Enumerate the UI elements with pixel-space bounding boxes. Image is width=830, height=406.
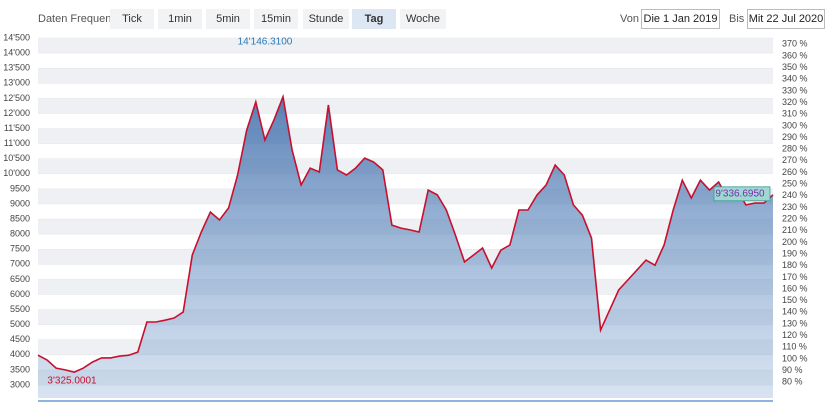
y-tick-label: 13'500 xyxy=(3,63,30,73)
y2-tick-label: 160 % xyxy=(782,283,808,293)
grid-band xyxy=(38,68,773,84)
y-tick-label: 4500 xyxy=(10,334,30,344)
y-tick-label: 9000 xyxy=(10,198,30,208)
toolbar: Daten Frequenz Tick 1min 5min 15min Stunde Ta… xyxy=(0,0,830,32)
line xyxy=(37,93,774,373)
frequency-button[interactable]: Tick xyxy=(110,9,154,29)
y2-tick-label: 170 % xyxy=(782,272,808,282)
y2-tick-label: 260 % xyxy=(782,167,808,177)
y-tick-label: 12'500 xyxy=(3,93,30,103)
y2-tick-label: 250 % xyxy=(782,179,808,189)
y-tick-label: 5500 xyxy=(10,304,30,314)
y-tick-label: 7500 xyxy=(10,244,30,254)
y-tick-label: 9500 xyxy=(10,183,30,193)
to-date[interactable]: Mit 22 Jul 2020 xyxy=(747,9,825,29)
y2-tick-label: 100 % xyxy=(782,353,808,363)
y-tick-label: 10'000 xyxy=(3,168,30,178)
frequency-button[interactable]: Stunde xyxy=(303,9,349,29)
y-tick-label: 6000 xyxy=(10,289,30,299)
frequency-button[interactable]: 15min xyxy=(254,9,298,29)
annotation: 14'146.3100 xyxy=(238,37,293,48)
y2-tick-label: 140 % xyxy=(782,307,808,317)
grid-band xyxy=(38,188,773,204)
y2-tick-label: 130 % xyxy=(782,318,808,328)
y2-tick-label: 190 % xyxy=(782,248,808,258)
y2-tick-label: 270 % xyxy=(782,155,808,165)
y2-tick-label: 210 % xyxy=(782,225,808,235)
y2-tick-label: 360 % xyxy=(782,50,808,60)
y2-tick-label: 240 % xyxy=(782,190,808,200)
from-label: Von xyxy=(620,13,639,25)
y2-tick-label: 350 % xyxy=(782,62,808,72)
y-tick-label: 12'000 xyxy=(3,108,30,118)
last-price-box xyxy=(713,186,771,202)
y2-tick-label: 80 % xyxy=(782,377,803,387)
y-tick-label: 11'000 xyxy=(4,138,30,148)
to-label: Bis xyxy=(729,13,745,25)
frequency-button[interactable]: 5min xyxy=(206,9,250,29)
y2-tick-label: 200 % xyxy=(782,237,808,247)
y2-tick-label: 330 % xyxy=(782,85,808,95)
y-tick-label: 5000 xyxy=(10,319,30,329)
annotation: 9'336.6950 xyxy=(715,188,765,199)
frequency-button[interactable]: Tag xyxy=(352,9,396,29)
grid-band xyxy=(38,38,773,54)
y-tick-label: 13'000 xyxy=(3,78,30,88)
y2-tick-label: 320 % xyxy=(782,97,808,107)
y2-tick-label: 180 % xyxy=(782,260,808,270)
area xyxy=(38,96,773,399)
y-tick-label: 14'500 xyxy=(3,32,30,42)
y2-tick-label: 120 % xyxy=(782,330,808,340)
y-tick-label: 8000 xyxy=(10,229,30,239)
y-tick-label: 14'000 xyxy=(3,47,30,57)
y2-tick-label: 290 % xyxy=(782,132,808,142)
frequency-button[interactable]: Woche xyxy=(400,9,446,29)
y-tick-label: 4000 xyxy=(10,349,30,359)
grid-band xyxy=(38,98,773,114)
y2-tick-label: 280 % xyxy=(782,144,808,154)
y-tick-label: 6500 xyxy=(10,274,30,284)
y-tick-label: 7000 xyxy=(10,259,30,269)
y-tick-label: 3000 xyxy=(10,379,30,389)
y2-tick-label: 220 % xyxy=(782,214,808,224)
y2-tick-label: 230 % xyxy=(782,202,808,212)
y2-tick-label: 150 % xyxy=(782,295,808,305)
y-tick-label: 11'500 xyxy=(4,123,30,133)
y2-tick-label: 370 % xyxy=(782,39,808,49)
y-tick-label: 8500 xyxy=(10,213,30,223)
from-date[interactable]: Die 1 Jan 2019 xyxy=(641,9,720,29)
annotation: 3'325.0001 xyxy=(47,376,97,387)
y-tick-label: 3500 xyxy=(10,364,30,374)
grid-band xyxy=(38,128,773,144)
frequency-label: Daten Frequenz xyxy=(38,13,117,25)
y2-tick-label: 110 % xyxy=(782,342,807,352)
y2-tick-label: 310 % xyxy=(782,109,808,119)
y2-tick-label: 90 % xyxy=(782,365,803,375)
y2-tick-label: 340 % xyxy=(782,74,808,84)
y-tick-label: 10'500 xyxy=(3,153,30,163)
frequency-button[interactable]: 1min xyxy=(158,9,202,29)
y2-tick-label: 300 % xyxy=(782,120,808,130)
grid-band xyxy=(38,158,773,174)
